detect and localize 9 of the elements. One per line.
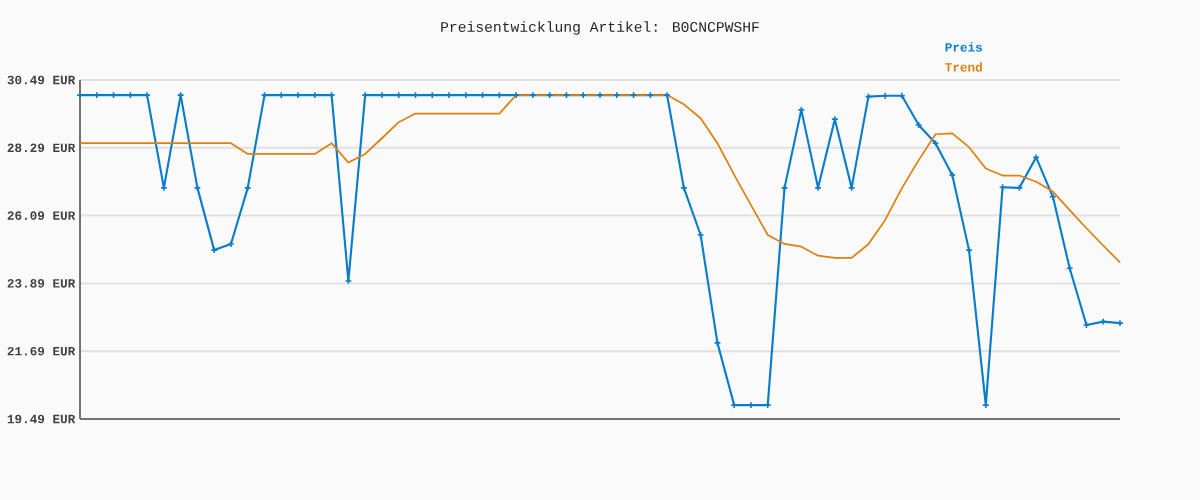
y-tick-label: 21.69 EUR [7,346,76,356]
y-tick-label: 23.89 EUR [7,279,76,288]
chart-title: Preisentwicklung Artikel: B0CNCPWSHF [441,21,759,35]
text: Preis [945,42,982,52]
y-tick-label: 28.29 EUR [7,143,76,153]
y-tick-label: 26.09 EUR [7,211,76,220]
y-tick-label: 19.49 EUR [7,414,76,424]
text: Trend [945,62,982,72]
y-tick-label: 30.49 EUR [7,75,76,85]
